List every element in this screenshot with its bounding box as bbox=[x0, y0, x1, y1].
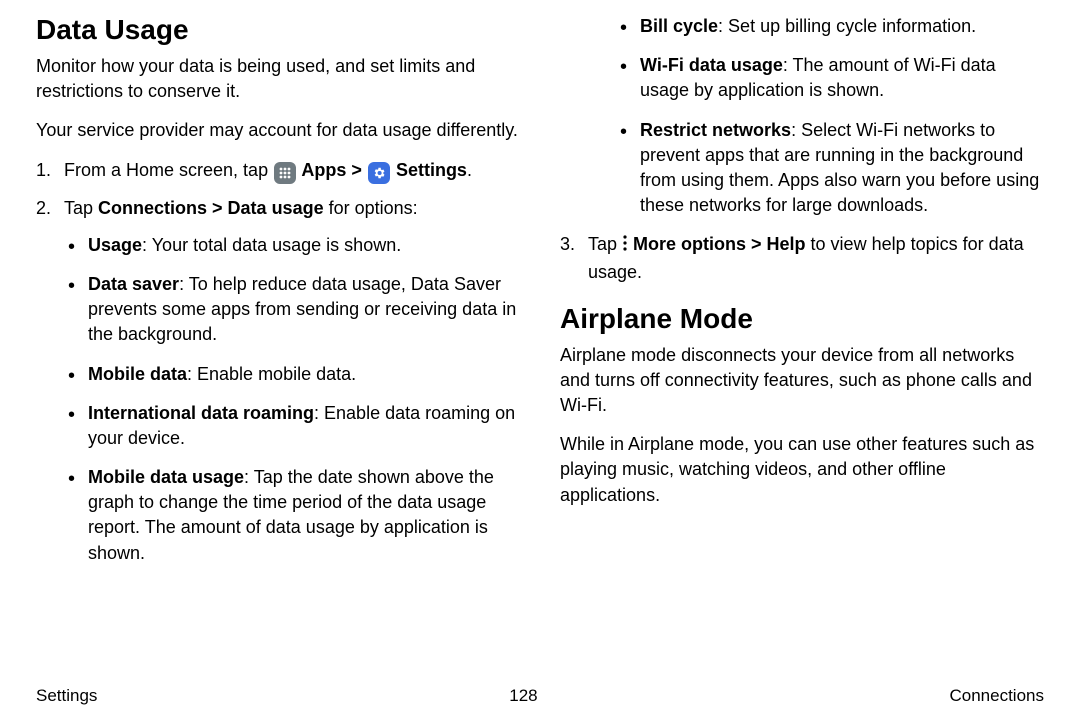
data-usage-heading: Data Usage bbox=[36, 14, 520, 46]
step1-text-pre: From a Home screen, tap bbox=[64, 160, 273, 180]
bill-text: : Set up billing cycle information. bbox=[718, 16, 976, 36]
step1-text-post: . bbox=[467, 160, 472, 180]
airplane-p2: While in Airplane mode, you can use othe… bbox=[560, 432, 1044, 508]
bullet-data-saver: Data saver: To help reduce data usage, D… bbox=[64, 272, 520, 348]
step2-text-pre: Tap bbox=[64, 198, 98, 218]
step1-separator: > bbox=[346, 160, 367, 180]
step1-apps-label: Apps bbox=[297, 160, 346, 180]
steps-list-left: From a Home screen, tap Apps > Settings.… bbox=[36, 158, 520, 566]
step2-text-post: for options: bbox=[324, 198, 418, 218]
usage-label: Usage bbox=[88, 235, 142, 255]
bullet-roaming: International data roaming: Enable data … bbox=[64, 401, 520, 451]
left-column: Data Usage Monitor how your data is bein… bbox=[36, 14, 520, 580]
step-1: From a Home screen, tap Apps > Settings. bbox=[36, 158, 520, 184]
wifi-label: Wi-Fi data usage bbox=[640, 55, 783, 75]
apps-icon bbox=[274, 162, 296, 184]
step3-text-pre: Tap bbox=[588, 234, 622, 254]
footer-page-number: 128 bbox=[509, 686, 537, 706]
mobiledata-text: : Enable mobile data. bbox=[187, 364, 356, 384]
bullet-mobile-data: Mobile data: Enable mobile data. bbox=[64, 362, 520, 387]
footer-right: Connections bbox=[949, 686, 1044, 706]
bullet-wifi-usage: Wi-Fi data usage: The amount of Wi-Fi da… bbox=[616, 53, 1044, 103]
bullet-usage: Usage: Your total data usage is shown. bbox=[64, 233, 520, 258]
step2-bullets: Usage: Your total data usage is shown. D… bbox=[64, 233, 520, 566]
step2-bullets-cont: Bill cycle: Set up billing cycle informa… bbox=[560, 14, 1044, 218]
airplane-p1: Airplane mode disconnects your device fr… bbox=[560, 343, 1044, 419]
usage-text: : Your total data usage is shown. bbox=[142, 235, 401, 255]
bill-label: Bill cycle bbox=[640, 16, 718, 36]
mobiledata-label: Mobile data bbox=[88, 364, 187, 384]
step3-bold: More options > Help bbox=[628, 234, 806, 254]
footer-left: Settings bbox=[36, 686, 97, 706]
steps-list-right: Tap More options > Help to view help top… bbox=[560, 232, 1044, 284]
mdu-label: Mobile data usage bbox=[88, 467, 244, 487]
bullet-bill-cycle: Bill cycle: Set up billing cycle informa… bbox=[616, 14, 1044, 39]
page-footer: Settings 128 Connections bbox=[36, 686, 1044, 706]
roaming-label: International data roaming bbox=[88, 403, 314, 423]
settings-icon bbox=[368, 162, 390, 184]
airplane-mode-heading: Airplane Mode bbox=[560, 303, 1044, 335]
bullet-mobile-data-usage: Mobile data usage: Tap the date shown ab… bbox=[64, 465, 520, 566]
step1-settings-label: Settings bbox=[391, 160, 467, 180]
data-usage-intro-2: Your service provider may account for da… bbox=[36, 118, 520, 143]
step2-bold: Connections > Data usage bbox=[98, 198, 324, 218]
step-3: Tap More options > Help to view help top… bbox=[560, 232, 1044, 284]
datasaver-label: Data saver bbox=[88, 274, 179, 294]
bullet-restrict-networks: Restrict networks: Select Wi-Fi networks… bbox=[616, 118, 1044, 219]
right-column: Bill cycle: Set up billing cycle informa… bbox=[560, 14, 1044, 580]
data-usage-intro-1: Monitor how your data is being used, and… bbox=[36, 54, 520, 104]
restrict-label: Restrict networks bbox=[640, 120, 791, 140]
step-2: Tap Connections > Data usage for options… bbox=[36, 196, 520, 566]
